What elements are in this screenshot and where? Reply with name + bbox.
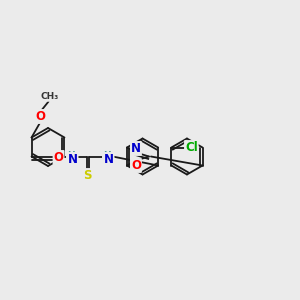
Text: O: O xyxy=(35,110,46,123)
Text: CH₃: CH₃ xyxy=(40,92,59,101)
Text: O: O xyxy=(131,159,141,172)
Text: N: N xyxy=(68,153,77,166)
Text: H: H xyxy=(103,151,110,160)
Text: N: N xyxy=(131,142,141,155)
Text: N: N xyxy=(103,153,113,166)
Text: S: S xyxy=(83,169,92,182)
Text: H: H xyxy=(67,151,74,160)
Text: O: O xyxy=(53,151,64,164)
Text: Cl: Cl xyxy=(185,141,198,154)
